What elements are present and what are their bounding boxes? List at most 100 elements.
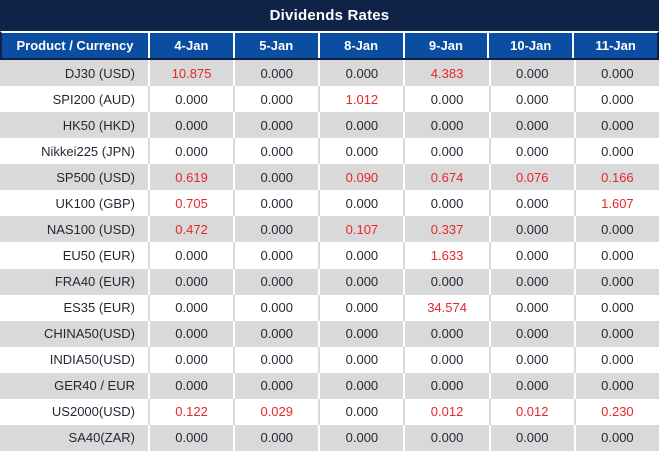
dividend-value: 0.705 <box>148 190 234 217</box>
dividend-value: 0.000 <box>488 242 574 269</box>
dividend-value: 0.000 <box>573 346 659 373</box>
product-label: GER40 / EUR <box>0 372 148 399</box>
dividend-value: 0.000 <box>318 112 404 139</box>
dividend-value: 0.012 <box>403 398 489 425</box>
dividend-value: 10.875 <box>148 60 234 87</box>
product-label: SA40(ZAR) <box>0 424 148 451</box>
dividend-value: 0.000 <box>403 346 489 373</box>
dividend-value: 0.000 <box>573 294 659 321</box>
table-row: CHINA50(USD) 0.000 0.000 0.000 0.000 0.000 0.0… <box>0 320 659 347</box>
product-label: ES35 (EUR) <box>0 294 148 321</box>
product-label: HK50 (HKD) <box>0 112 148 139</box>
table-body: DJ30 (USD) 10.875 0.000 0.000 4.383 0.000 0.00… <box>0 60 659 451</box>
table-row: SP500 (USD) 0.619 0.000 0.090 0.674 0.076 0.16… <box>0 164 659 191</box>
dividend-value: 0.000 <box>488 424 574 451</box>
dividend-value: 0.000 <box>403 138 489 165</box>
product-label: SP500 (USD) <box>0 164 148 191</box>
dividend-value: 0.000 <box>573 60 659 87</box>
dividend-value: 0.000 <box>318 242 404 269</box>
table-row: HK50 (HKD) 0.000 0.000 0.000 0.000 0.000 0.000 <box>0 112 659 139</box>
table-row: ES35 (EUR) 0.000 0.000 0.000 34.574 0.000 0.00… <box>0 294 659 321</box>
dividend-value: 0.000 <box>318 268 404 295</box>
dividend-value: 0.000 <box>318 346 404 373</box>
dividend-value: 0.000 <box>403 86 489 113</box>
dividend-value: 0.012 <box>488 398 574 425</box>
dividend-value: 0.000 <box>318 190 404 217</box>
header-date-11-jan: 11-Jan <box>574 33 657 58</box>
dividend-value: 0.000 <box>148 320 234 347</box>
dividend-value: 0.000 <box>573 138 659 165</box>
dividend-value: 0.000 <box>233 164 319 191</box>
table-row: FRA40 (EUR) 0.000 0.000 0.000 0.000 0.000 0.00… <box>0 268 659 295</box>
dividend-value: 0.000 <box>573 242 659 269</box>
dividend-value: 0.000 <box>233 346 319 373</box>
dividend-value: 0.000 <box>148 294 234 321</box>
product-label: CHINA50(USD) <box>0 320 148 347</box>
product-label: Nikkei225 (JPN) <box>0 138 148 165</box>
dividend-value: 0.000 <box>488 86 574 113</box>
table-row: SA40(ZAR) 0.000 0.000 0.000 0.000 0.000 0.000 <box>0 424 659 451</box>
table-row: US2000(USD) 0.122 0.029 0.000 0.012 0.012 0.23… <box>0 398 659 425</box>
table-row: SPI200 (AUD) 0.000 0.000 1.012 0.000 0.000 0.0… <box>0 86 659 113</box>
product-label: NAS100 (USD) <box>0 216 148 243</box>
dividend-value: 0.000 <box>573 424 659 451</box>
dividend-value: 0.674 <box>403 164 489 191</box>
dividend-value: 0.000 <box>573 112 659 139</box>
dividend-value: 34.574 <box>403 294 489 321</box>
table-row: INDIA50(USD) 0.000 0.000 0.000 0.000 0.000 0.0… <box>0 346 659 373</box>
dividend-value: 1.633 <box>403 242 489 269</box>
product-label: UK100 (GBP) <box>0 190 148 217</box>
dividend-value: 0.076 <box>488 164 574 191</box>
dividend-value: 0.000 <box>488 268 574 295</box>
dividend-value: 0.000 <box>488 216 574 243</box>
dividend-value: 0.000 <box>403 268 489 295</box>
product-label: FRA40 (EUR) <box>0 268 148 295</box>
dividend-value: 0.000 <box>233 60 319 87</box>
dividend-value: 0.000 <box>573 320 659 347</box>
dividend-value: 0.000 <box>148 424 234 451</box>
dividend-value: 0.000 <box>148 112 234 139</box>
dividend-value: 0.000 <box>488 190 574 217</box>
dividend-value: 1.012 <box>318 86 404 113</box>
dividend-value: 0.619 <box>148 164 234 191</box>
dividend-value: 0.000 <box>233 216 319 243</box>
dividend-value: 0.000 <box>233 138 319 165</box>
dividend-value: 0.107 <box>318 216 404 243</box>
product-label: SPI200 (AUD) <box>0 86 148 113</box>
dividend-value: 0.029 <box>233 398 319 425</box>
dividend-value: 0.000 <box>488 320 574 347</box>
dividend-value: 0.090 <box>318 164 404 191</box>
dividend-value: 0.000 <box>573 86 659 113</box>
dividend-value: 0.000 <box>148 242 234 269</box>
dividend-value: 0.000 <box>403 112 489 139</box>
dividend-value: 0.230 <box>573 398 659 425</box>
dividend-value: 0.000 <box>148 346 234 373</box>
dividend-value: 1.607 <box>573 190 659 217</box>
header-product-currency: Product / Currency <box>2 33 148 58</box>
header-date-10-jan: 10-Jan <box>489 33 573 58</box>
dividend-value: 0.000 <box>318 294 404 321</box>
dividend-value: 0.000 <box>318 424 404 451</box>
table-row: UK100 (GBP) 0.705 0.000 0.000 0.000 0.000 1.60… <box>0 190 659 217</box>
table-row: Nikkei225 (JPN) 0.000 0.000 0.000 0.000 0.000… <box>0 138 659 165</box>
dividend-value: 0.000 <box>318 398 404 425</box>
dividend-value: 0.000 <box>233 86 319 113</box>
dividend-value: 0.472 <box>148 216 234 243</box>
dividend-value: 0.000 <box>573 216 659 243</box>
dividend-value: 0.000 <box>233 424 319 451</box>
header-date-8-jan: 8-Jan <box>319 33 403 58</box>
dividend-value: 0.000 <box>573 268 659 295</box>
dividend-value: 0.000 <box>488 138 574 165</box>
dividend-value: 0.166 <box>573 164 659 191</box>
dividend-value: 0.000 <box>233 320 319 347</box>
title-bar: Dividends Rates <box>0 0 659 31</box>
dividend-value: 0.000 <box>403 372 489 399</box>
dividend-value: 0.000 <box>403 320 489 347</box>
dividend-value: 0.000 <box>573 372 659 399</box>
dividend-value: 0.000 <box>403 190 489 217</box>
product-label: EU50 (EUR) <box>0 242 148 269</box>
dividend-value: 0.000 <box>233 242 319 269</box>
dividend-value: 0.000 <box>488 60 574 87</box>
dividend-value: 0.000 <box>148 372 234 399</box>
